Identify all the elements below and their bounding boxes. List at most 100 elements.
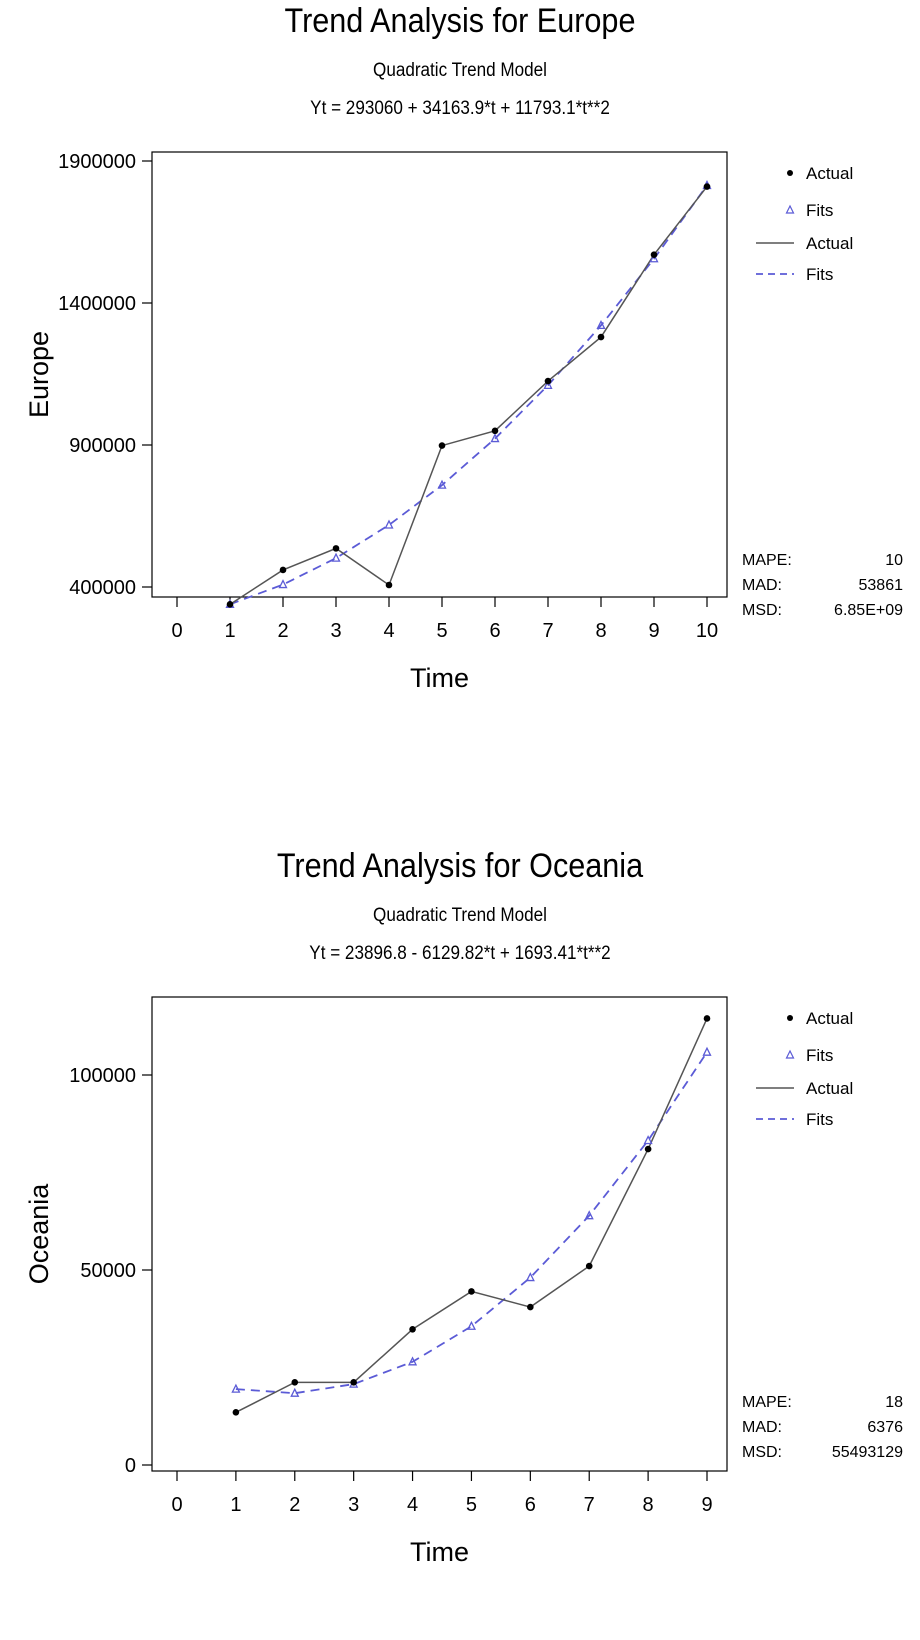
stat-label: MAPE: bbox=[742, 552, 792, 569]
stat-value: 53861 bbox=[859, 577, 904, 594]
legend-actual-marker bbox=[787, 170, 793, 176]
actual-point bbox=[232, 1409, 240, 1416]
x-tick-label: 5 bbox=[466, 1494, 477, 1516]
x-tick-label: 1 bbox=[224, 620, 235, 642]
y-axis-title: Europe bbox=[24, 331, 54, 418]
actual-point bbox=[226, 601, 234, 608]
fits-point bbox=[490, 433, 500, 443]
stat-label: MSD: bbox=[742, 1444, 782, 1461]
legend-label: Actual bbox=[806, 1079, 853, 1098]
chart-europe: 400000 900000 1400000 1900000 0 1 2 3 4 5 6 7 8 9 10 Ti… bbox=[24, 151, 904, 693]
y-tick-label: 100000 bbox=[69, 1065, 136, 1087]
fits-point bbox=[596, 319, 606, 330]
x-tick-label: 4 bbox=[407, 1494, 418, 1516]
x-tick-label: 3 bbox=[348, 1494, 359, 1516]
x-tick-label: 0 bbox=[171, 620, 182, 642]
x-tick-label: 8 bbox=[595, 620, 606, 642]
fits-point bbox=[543, 379, 553, 389]
actual-point bbox=[468, 1288, 475, 1295]
x-tick-label: 2 bbox=[277, 620, 288, 642]
stat-label: MAPE: bbox=[742, 1394, 792, 1411]
fits-point bbox=[525, 1272, 535, 1282]
actual-line bbox=[229, 186, 708, 605]
chart-panel-oceania: Trend Analysis for Oceania Quadratic Tre… bbox=[0, 845, 920, 1640]
legend-label: Fits bbox=[806, 265, 833, 284]
actual-point bbox=[350, 1379, 357, 1386]
y-tick-label: 400000 bbox=[69, 577, 136, 599]
legend-label: Fits bbox=[806, 1110, 833, 1129]
fits-point bbox=[702, 1046, 712, 1056]
actual-point bbox=[703, 183, 711, 190]
actual-point bbox=[527, 1303, 534, 1311]
trend-equation: Yt = 23896.8 - 6129.82*t + 1693.41*t**2 bbox=[309, 943, 611, 964]
stat-label: MAD: bbox=[742, 1419, 782, 1436]
plot-frame bbox=[151, 151, 728, 598]
x-tick-label: 3 bbox=[330, 620, 341, 642]
x-axis-title: Time bbox=[410, 1537, 469, 1567]
stat-value: 6376 bbox=[867, 1419, 903, 1436]
chart-oceania: 0 50000 100000 0 1 2 3 4 5 6 7 8 9 Time Oceania Actual F… bbox=[24, 996, 903, 1567]
y-tick-label: 0 bbox=[125, 1455, 136, 1477]
x-tick-label: 7 bbox=[542, 620, 553, 642]
y-tick-label: 50000 bbox=[80, 1260, 136, 1282]
actual-point bbox=[703, 1015, 711, 1022]
legend-label: Actual bbox=[806, 234, 853, 253]
x-tick-label: 7 bbox=[584, 1494, 595, 1516]
legend-actual-marker bbox=[787, 1015, 793, 1021]
stat-label: MAD: bbox=[742, 577, 782, 594]
actual-line bbox=[235, 1018, 708, 1414]
legend-label: Fits bbox=[806, 1046, 833, 1065]
x-tick-label: 5 bbox=[436, 620, 447, 642]
chart-title: Trend Analysis for Europe bbox=[284, 2, 636, 40]
y-tick-label: 900000 bbox=[69, 435, 136, 457]
trend-equation: Yt = 293060 + 34163.9*t + 11793.1*t**2 bbox=[310, 98, 610, 119]
chart-subtitle: Quadratic Trend Model bbox=[373, 905, 547, 926]
actual-point bbox=[650, 251, 658, 259]
x-tick-label: 10 bbox=[696, 620, 718, 642]
actual-point bbox=[409, 1325, 416, 1333]
actual-point bbox=[597, 333, 605, 341]
fits-point bbox=[437, 479, 447, 489]
fits-point bbox=[643, 1135, 653, 1145]
fits-point bbox=[466, 1320, 476, 1330]
x-tick-label: 6 bbox=[489, 620, 500, 642]
legend-label: Fits bbox=[806, 201, 833, 220]
actual-point bbox=[544, 377, 552, 385]
actual-point bbox=[585, 1262, 593, 1270]
fits-point bbox=[649, 253, 659, 263]
y-tick-label: 1900000 bbox=[58, 151, 136, 173]
actual-point bbox=[332, 545, 340, 552]
stat-value: 10 bbox=[885, 552, 903, 569]
plot-frame bbox=[151, 996, 728, 1472]
fits-point bbox=[290, 1387, 300, 1397]
chart-title: Trend Analysis for Oceania bbox=[276, 847, 644, 885]
x-tick-label: 9 bbox=[701, 1494, 712, 1516]
fits-point bbox=[278, 579, 288, 589]
x-tick-label: 9 bbox=[648, 620, 659, 642]
stat-value: 55493129 bbox=[832, 1444, 903, 1461]
actual-point bbox=[385, 581, 393, 589]
chart-panel-europe: Trend Analysis for Europe Quadratic Tren… bbox=[0, 0, 920, 795]
stat-value: 6.85E+09 bbox=[834, 602, 903, 619]
fits-point bbox=[584, 1210, 594, 1220]
legend-fits-marker bbox=[785, 204, 795, 214]
fits-point bbox=[384, 519, 394, 529]
chart-subtitle: Quadratic Trend Model bbox=[373, 60, 547, 81]
x-tick-label: 4 bbox=[383, 620, 394, 642]
actual-point bbox=[291, 1379, 299, 1386]
legend-label: Actual bbox=[806, 164, 853, 183]
stat-label: MSD: bbox=[742, 602, 782, 619]
x-tick-label: 8 bbox=[643, 1494, 654, 1516]
x-axis-title: Time bbox=[410, 663, 469, 693]
x-tick-label: 2 bbox=[289, 1494, 300, 1516]
actual-point bbox=[438, 442, 446, 449]
fits-point bbox=[408, 1356, 418, 1366]
x-tick-label: 6 bbox=[525, 1494, 536, 1516]
actual-point bbox=[279, 566, 287, 574]
fits-point bbox=[331, 552, 341, 562]
stat-value: 18 bbox=[885, 1394, 903, 1411]
y-tick-label: 1400000 bbox=[58, 293, 136, 315]
legend-label: Actual bbox=[806, 1009, 853, 1028]
fits-line bbox=[229, 184, 708, 606]
y-axis-title: Oceania bbox=[24, 1183, 54, 1285]
